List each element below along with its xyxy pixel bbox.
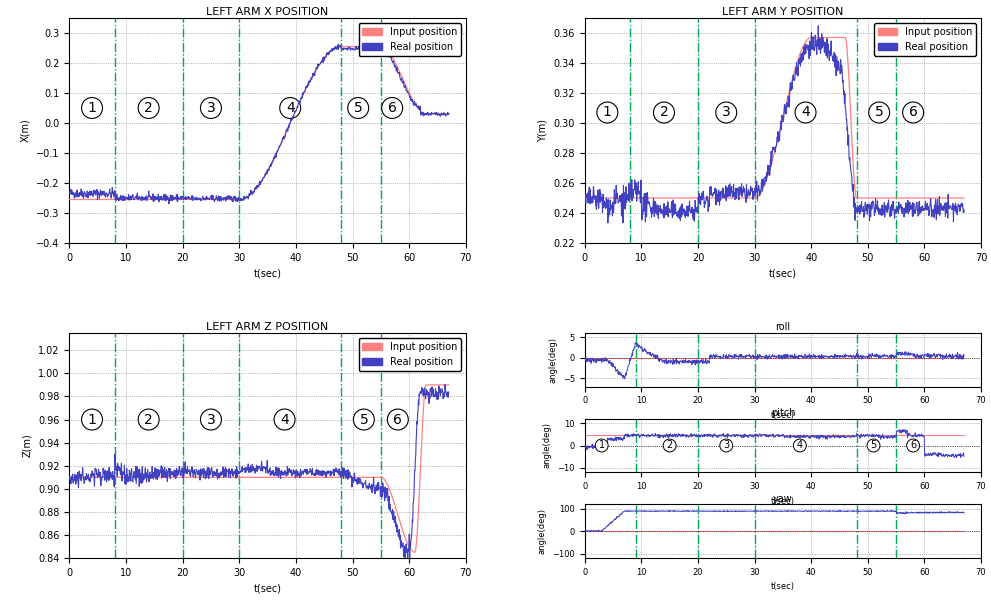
Text: 3: 3 — [206, 101, 215, 115]
Text: 1: 1 — [87, 101, 96, 115]
Title: LEFT ARM Z POSITION: LEFT ARM Z POSITION — [206, 322, 329, 332]
Legend: Input position, Real position: Input position, Real position — [359, 23, 461, 55]
Title: pitch: pitch — [771, 408, 795, 418]
Text: 5: 5 — [870, 440, 877, 451]
Legend: Input position, Real position: Input position, Real position — [359, 338, 461, 371]
Text: 5: 5 — [354, 101, 363, 115]
Text: 5: 5 — [360, 413, 369, 427]
Text: 3: 3 — [723, 440, 729, 451]
Y-axis label: X(m): X(m) — [21, 119, 31, 142]
Y-axis label: angle(deg): angle(deg) — [538, 508, 547, 554]
X-axis label: t(sec): t(sec) — [254, 268, 281, 278]
Title: yaw: yaw — [773, 494, 793, 503]
Legend: Input position, Real position: Input position, Real position — [874, 23, 976, 55]
Text: 6: 6 — [387, 101, 396, 115]
Text: 2: 2 — [667, 440, 673, 451]
Y-axis label: angle(deg): angle(deg) — [543, 422, 552, 469]
Text: 1: 1 — [603, 106, 611, 119]
Text: 3: 3 — [206, 413, 215, 427]
Text: 5: 5 — [875, 106, 884, 119]
X-axis label: t(sec): t(sec) — [771, 497, 795, 506]
Text: 2: 2 — [145, 413, 153, 427]
Y-axis label: Y(m): Y(m) — [538, 119, 548, 142]
Title: roll: roll — [775, 322, 791, 332]
Text: 4: 4 — [280, 413, 289, 427]
X-axis label: t(sec): t(sec) — [769, 268, 797, 278]
Y-axis label: Z(m): Z(m) — [23, 434, 33, 457]
Text: 4: 4 — [801, 106, 810, 119]
X-axis label: t(sec): t(sec) — [771, 582, 795, 591]
Text: 2: 2 — [660, 106, 668, 119]
Text: 4: 4 — [285, 101, 294, 115]
Text: 6: 6 — [910, 440, 917, 451]
Title: LEFT ARM Y POSITION: LEFT ARM Y POSITION — [722, 7, 843, 17]
Y-axis label: angle(deg): angle(deg) — [548, 337, 557, 383]
Text: 1: 1 — [599, 440, 605, 451]
Text: 2: 2 — [145, 101, 153, 115]
Title: LEFT ARM X POSITION: LEFT ARM X POSITION — [206, 7, 329, 17]
Text: 6: 6 — [909, 106, 918, 119]
Text: 3: 3 — [721, 106, 730, 119]
X-axis label: t(sec): t(sec) — [254, 583, 281, 593]
X-axis label: t(sec): t(sec) — [771, 411, 795, 420]
Text: 6: 6 — [393, 413, 402, 427]
Text: 4: 4 — [797, 440, 803, 451]
Text: 1: 1 — [87, 413, 96, 427]
